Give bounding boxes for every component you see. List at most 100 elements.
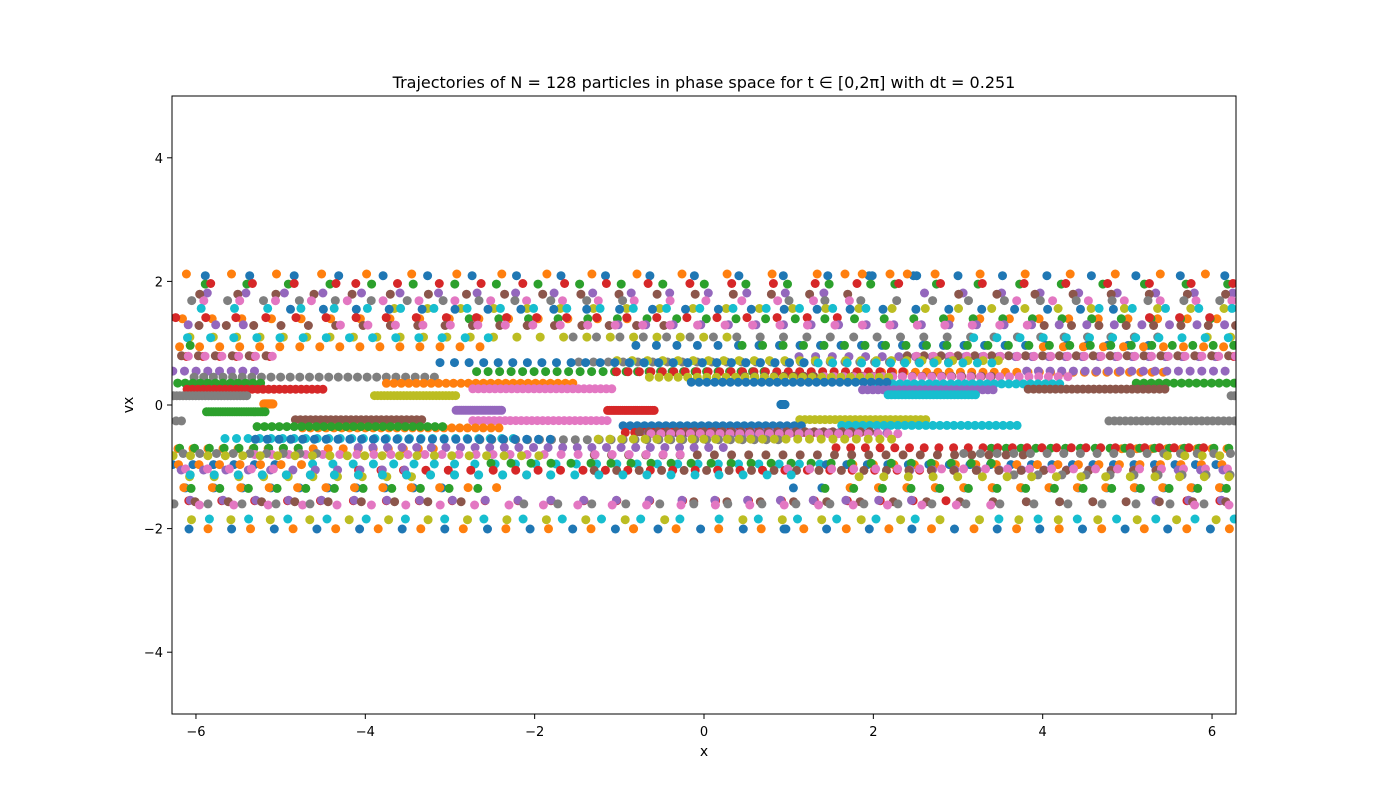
- particle-point: [286, 304, 295, 314]
- particle-point: [474, 470, 484, 480]
- particle-point: [951, 500, 961, 510]
- particle-point: [373, 524, 383, 534]
- particle-point: [956, 420, 966, 430]
- particle-point: [1055, 497, 1065, 507]
- particle-point: [538, 500, 548, 510]
- particle-point: [450, 358, 459, 368]
- particle-point: [1021, 483, 1031, 493]
- particle-point: [556, 450, 566, 459]
- particle-point: [323, 444, 333, 454]
- particle-point: [434, 279, 444, 288]
- particle-point: [235, 342, 245, 352]
- particle-point: [1205, 313, 1215, 323]
- particle-point: [221, 321, 231, 330]
- particle-point: [319, 422, 329, 432]
- particle-point: [881, 450, 891, 460]
- particle-point: [1226, 449, 1235, 458]
- particle-point: [687, 434, 697, 444]
- particle-point: [318, 384, 328, 394]
- particle-point: [389, 459, 399, 469]
- particle-point: [927, 524, 936, 534]
- particle-point: [430, 422, 440, 432]
- particle-point: [227, 351, 237, 361]
- particle-point: [929, 358, 939, 368]
- particle-point: [770, 358, 780, 368]
- particle-point: [381, 313, 391, 323]
- particle-point: [186, 483, 196, 493]
- particle-point: [910, 514, 920, 524]
- particle-point: [538, 289, 548, 299]
- particle-point: [885, 320, 895, 330]
- particle-point: [321, 333, 331, 343]
- particle-point: [384, 304, 394, 314]
- particle-point: [769, 465, 779, 475]
- particle-point: [1019, 279, 1029, 288]
- particle-point: [263, 500, 273, 510]
- particle-point: [1022, 320, 1032, 330]
- particle-point: [785, 358, 794, 368]
- particle-point: [1190, 514, 1200, 524]
- particle-point: [368, 443, 378, 452]
- particle-point: [788, 304, 798, 313]
- particle-point: [582, 435, 592, 445]
- particle-point: [745, 500, 755, 510]
- particle-point: [581, 358, 591, 368]
- particle-point: [294, 296, 304, 306]
- particle-point: [1025, 449, 1035, 458]
- particle-point: [1038, 351, 1047, 361]
- particle-point: [183, 351, 193, 361]
- particle-point: [778, 340, 788, 350]
- particle-point: [786, 470, 796, 480]
- particle-point: [220, 451, 230, 461]
- particle-point: [675, 332, 685, 342]
- particle-point: [995, 320, 1005, 330]
- particle-point: [321, 483, 331, 493]
- particle-point: [851, 434, 861, 444]
- particle-point: [628, 434, 638, 444]
- particle-point: [761, 303, 771, 313]
- particle-point: [223, 296, 233, 306]
- particle-point: [953, 472, 963, 482]
- particle-point: [555, 320, 565, 330]
- particle-point: [1199, 472, 1209, 482]
- particle-point: [529, 443, 538, 452]
- particle-point: [706, 458, 716, 468]
- particle-point: [437, 333, 447, 343]
- particle-point: [463, 515, 472, 525]
- particle-point: [866, 279, 876, 289]
- particle-point: [434, 288, 443, 298]
- particle-point: [1211, 515, 1221, 525]
- particle-point: [329, 483, 339, 493]
- particle-point: [871, 464, 881, 474]
- particle-point: [444, 483, 454, 493]
- particle-point: [412, 451, 422, 461]
- particle-point: [1184, 378, 1194, 388]
- particle-point: [201, 313, 211, 323]
- particle-point: [448, 495, 457, 505]
- particle-point: [546, 495, 556, 505]
- particle-point: [203, 499, 213, 509]
- particle-point: [402, 296, 412, 306]
- particle-point: [355, 524, 365, 534]
- particle-point: [468, 416, 478, 426]
- particle-point: [499, 451, 509, 461]
- particle-point: [199, 296, 209, 306]
- particle-point: [975, 269, 985, 279]
- particle-point: [242, 391, 252, 401]
- particle-point: [437, 450, 447, 459]
- particle-point: [741, 358, 751, 368]
- particle-point: [443, 465, 453, 475]
- particle-point: [215, 342, 225, 352]
- particle-point: [940, 320, 950, 330]
- particle-point: [172, 499, 179, 509]
- particle-point: [435, 500, 445, 510]
- particle-point: [288, 524, 298, 534]
- particle-point: [583, 320, 593, 330]
- particle-point: [629, 332, 639, 342]
- particle-point: [1078, 524, 1087, 534]
- particle-point: [511, 465, 521, 475]
- particle-point: [642, 470, 652, 480]
- y-axis-label: vx: [121, 397, 137, 414]
- particle-point: [795, 303, 804, 313]
- particle-point: [1110, 269, 1120, 279]
